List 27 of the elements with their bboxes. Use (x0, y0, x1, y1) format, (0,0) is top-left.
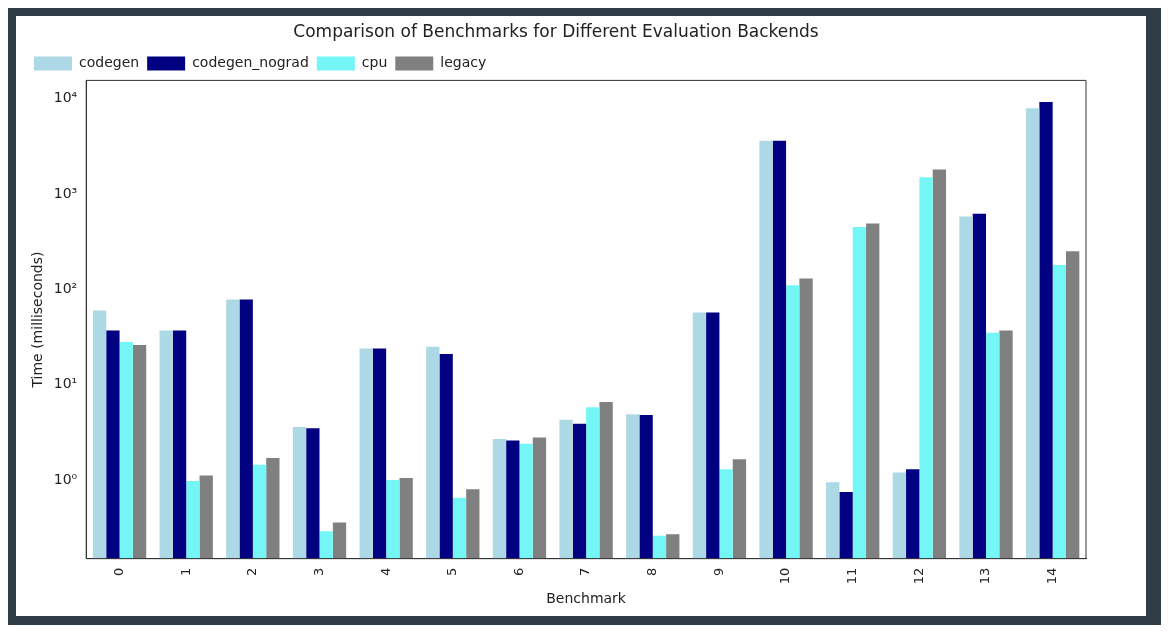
x-tick-label: 8 (644, 567, 660, 576)
x-tick-label: 3 (310, 567, 326, 576)
x-tick-label: 0 (110, 567, 126, 576)
legend-label: legacy (440, 54, 487, 71)
y-tick-label: 10⁴ (53, 89, 78, 106)
x-tick-label: 12 (910, 567, 926, 585)
y-axis-title: Time (milliseconds) (29, 251, 46, 389)
x-tick-label: 9 (710, 567, 726, 576)
legend-label: codegen (79, 54, 140, 71)
y-tick-label: 10¹ (53, 375, 78, 392)
y-tick-label: 10² (53, 279, 78, 296)
x-tick-label: 10 (777, 567, 793, 585)
y-tick-label: 10⁰ (53, 470, 78, 487)
x-tick-label: 14 (1044, 567, 1060, 585)
x-tick-label: 5 (444, 567, 460, 576)
x-tick-label: 1 (177, 567, 193, 576)
x-tick-label: 4 (377, 567, 393, 576)
x-tick-label: 2 (244, 567, 260, 576)
x-axis-title: Benchmark (546, 590, 627, 607)
legend-label: codegen_nograd (192, 54, 309, 71)
x-tick-label: 7 (577, 567, 593, 576)
x-tick-label: 6 (510, 567, 526, 576)
legend-label: cpu (361, 54, 388, 71)
chart-title: Comparison of Benchmarks for Different Evaluation Backends (293, 20, 819, 41)
y-tick-label: 10³ (53, 184, 78, 201)
x-tick-label: 13 (977, 567, 993, 585)
x-tick-label: 11 (844, 567, 860, 585)
